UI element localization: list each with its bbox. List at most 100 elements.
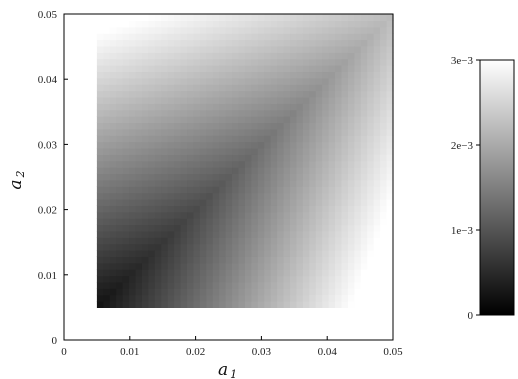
heatmap-cell (141, 116, 149, 124)
heatmap-cell (360, 154, 368, 162)
heatmap-cell (341, 275, 349, 283)
heatmap-cell (238, 71, 246, 79)
heatmap-cell (103, 128, 111, 136)
heatmap-cell (244, 20, 252, 28)
heatmap-cell (148, 224, 156, 232)
heatmap-cell (335, 192, 343, 200)
heatmap-cell (96, 192, 104, 200)
heatmap-cell (296, 141, 304, 149)
heatmap-cell (193, 288, 201, 296)
heatmap-cell (174, 256, 182, 264)
heatmap-cell (380, 26, 388, 34)
heatmap-cell (141, 237, 149, 245)
heatmap-cell (251, 167, 259, 175)
heatmap-cell (232, 301, 240, 308)
heatmap-cell (347, 211, 355, 219)
heatmap-cell (360, 243, 368, 251)
heatmap-cell (315, 269, 323, 277)
heatmap-cell (270, 45, 278, 53)
heatmap-cell (367, 58, 375, 66)
heatmap-cell (315, 77, 323, 85)
heatmap-cell (116, 26, 124, 34)
heatmap-cell (354, 77, 362, 85)
heatmap-cell (135, 224, 143, 232)
heatmap-cell (122, 65, 130, 73)
heatmap-cell (257, 26, 265, 34)
heatmap-cell (219, 147, 227, 155)
heatmap-cell (96, 90, 104, 98)
heatmap-cell (270, 20, 278, 28)
heatmap-cell (116, 103, 124, 111)
heatmap-cell (277, 224, 285, 232)
heatmap-cell (103, 224, 111, 232)
heatmap-cell (212, 141, 220, 149)
heatmap-cell (270, 269, 278, 277)
heatmap-cell (315, 186, 323, 194)
heatmap-cell (315, 218, 323, 226)
heatmap-cell (141, 147, 149, 155)
heatmap-cell (154, 218, 162, 226)
heatmap-cell (148, 103, 156, 111)
heatmap-cell (373, 192, 381, 200)
heatmap-cell (296, 122, 304, 130)
heatmap-cell (328, 135, 336, 143)
heatmap-cell (386, 275, 394, 283)
heatmap-cell (296, 84, 304, 92)
heatmap-cell (354, 301, 362, 308)
heatmap-cell (335, 90, 343, 98)
heatmap-cell (354, 14, 362, 21)
heatmap-cell (180, 211, 188, 219)
heatmap-cell (264, 96, 272, 104)
heatmap-cell (161, 237, 169, 245)
heatmap-cell (328, 147, 336, 155)
heatmap-cell (283, 205, 291, 213)
heatmap-cell (315, 205, 323, 213)
heatmap-cell (167, 288, 175, 296)
heatmap-cell (141, 71, 149, 79)
y-tick-label: 0.02 (38, 205, 57, 217)
heatmap-cell (277, 179, 285, 187)
heatmap-cell (251, 84, 259, 92)
heatmap-cell (302, 211, 310, 219)
heatmap-cell (354, 109, 362, 117)
heatmap-cell (174, 243, 182, 251)
heatmap-cell (148, 275, 156, 283)
heatmap-cell (219, 65, 227, 73)
heatmap-cell (244, 224, 252, 232)
heatmap-cell (122, 52, 130, 60)
heatmap-cell (315, 262, 323, 270)
heatmap-cell (244, 211, 252, 219)
heatmap-cell (232, 128, 240, 136)
heatmap-cell (161, 65, 169, 73)
heatmap-cell (244, 26, 252, 34)
heatmap-cell (367, 205, 375, 213)
heatmap-cell (219, 198, 227, 206)
heatmap-cell (373, 71, 381, 79)
heatmap-cell (347, 230, 355, 238)
heatmap-cell (161, 122, 169, 130)
heatmap-cell (148, 58, 156, 66)
heatmap-cell (251, 147, 259, 155)
heatmap-cell (354, 205, 362, 213)
heatmap-cell (103, 160, 111, 168)
y-tick-label: 0.04 (38, 74, 58, 86)
heatmap-cell (180, 71, 188, 79)
heatmap-cell (270, 256, 278, 264)
heatmap-cell (290, 103, 298, 111)
heatmap-cell (367, 243, 375, 251)
heatmap-cell (386, 237, 394, 245)
heatmap-cell (103, 103, 111, 111)
heatmap-cell (109, 141, 117, 149)
heatmap-cell (109, 160, 117, 168)
heatmap-cell (386, 301, 394, 308)
heatmap-cell (264, 109, 272, 117)
heatmap-cell (367, 96, 375, 104)
heatmap-cell (360, 281, 368, 289)
heatmap-cell (232, 71, 240, 79)
heatmap-cell (322, 250, 330, 257)
heatmap-cell (322, 256, 330, 264)
heatmap-cell (386, 20, 394, 28)
y-axis-label-sub: 2 (14, 170, 27, 178)
heatmap-cell (341, 96, 349, 104)
heatmap-cell (225, 147, 233, 155)
